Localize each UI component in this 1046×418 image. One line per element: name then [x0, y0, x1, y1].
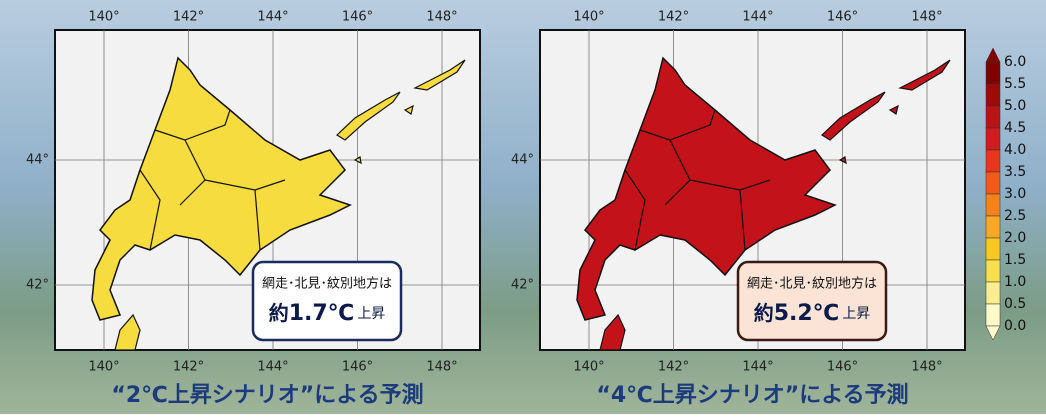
colorbar-segment: [985, 193, 1001, 217]
colorbar-label: 5.5: [1004, 76, 1026, 92]
callout-prefix: 約: [754, 301, 774, 325]
lat-tick-label: 44°: [26, 153, 49, 168]
lon-tick-label: 144°: [257, 360, 288, 375]
callout-value: 約5.2℃ 上昇: [754, 301, 871, 327]
lon-tick-label: 146°: [827, 360, 858, 375]
colorbar-arrow-bottom: [985, 325, 1001, 341]
colorbar-segment: [985, 237, 1001, 261]
maps: 140° 140° 142° 142° 144° 144° 146° 146° 148° 148°…: [26, 10, 966, 408]
lon-tick-label: 148°: [426, 360, 457, 375]
map-panel: 140° 140° 142° 142° 144° 144° 146° 146° 148° 148°…: [26, 10, 481, 408]
colorbar-label: 3.0: [1004, 186, 1026, 202]
lon-tick-label: 142°: [173, 360, 204, 375]
lon-tick-label: 142°: [173, 10, 204, 25]
callout-value: 約1.7℃ 上昇: [269, 301, 386, 327]
colorbar-segment: [985, 83, 1001, 107]
colorbar-label: 6.0: [1004, 54, 1026, 70]
colorbar-segment: [985, 105, 1001, 129]
lon-tick-label: 146°: [342, 360, 373, 375]
colorbar-label: 4.0: [1004, 142, 1026, 158]
colorbar-label: 3.5: [1004, 164, 1026, 180]
callout-prefix: 約: [269, 301, 289, 325]
map-panel: 140° 140° 142° 142° 144° 144° 146° 146° 148° 148°…: [511, 10, 966, 408]
lon-tick-label: 148°: [911, 360, 942, 375]
lon-tick-label: 140°: [88, 10, 119, 25]
caption: “2℃上昇シナリオ”による予測: [111, 383, 423, 408]
colorbar-segment: [985, 281, 1001, 305]
colorbar-label: 4.5: [1004, 120, 1026, 136]
lon-tick-label: 146°: [342, 10, 373, 25]
callout-box: [736, 260, 888, 342]
lon-tick-label: 148°: [426, 10, 457, 25]
colorbar-label: 5.0: [1004, 98, 1026, 114]
colorbar-label: 1.5: [1004, 252, 1026, 268]
lon-tick-label: 140°: [573, 360, 604, 375]
lon-tick-label: 144°: [742, 10, 773, 25]
lat-tick-label: 42°: [511, 278, 534, 293]
caption: “4℃上昇シナリオ”による予測: [596, 383, 908, 408]
lon-tick-label: 146°: [827, 10, 858, 25]
colorbar: 6.0 5.5 5.0 4.5 4.0 3.5 3.0 2.5 2.0 1.5 1.0 0.5 0.0: [985, 47, 1026, 341]
lon-tick-label: 140°: [88, 360, 119, 375]
colorbar-arrow-top: [985, 47, 1001, 63]
callout-number: 5.2℃: [774, 301, 840, 326]
colorbar-segment: [985, 127, 1001, 151]
lon-tick-label: 144°: [257, 10, 288, 25]
callout-number: 1.7℃: [289, 301, 355, 326]
callout-region: 網走･北見･紋別地方は: [262, 276, 392, 292]
lat-tick-label: 42°: [26, 278, 49, 293]
lon-tick-label: 142°: [658, 10, 689, 25]
colorbar-label: 0.0: [1004, 318, 1026, 334]
colorbar-label: 1.0: [1004, 274, 1026, 290]
colorbar-label: 2.5: [1004, 208, 1026, 224]
callout-suffix: 上昇: [842, 306, 870, 322]
colorbar-segment: [985, 149, 1001, 173]
colorbar-label: 2.0: [1004, 230, 1026, 246]
callout-region: 網走･北見･紋別地方は: [747, 276, 877, 292]
lon-tick-label: 148°: [911, 10, 942, 25]
callout-box: [251, 260, 403, 342]
lat-tick-label: 44°: [511, 153, 534, 168]
lon-tick-label: 144°: [742, 360, 773, 375]
colorbar-segment: [985, 303, 1001, 327]
lon-tick-label: 140°: [573, 10, 604, 25]
colorbar-segment: [985, 215, 1001, 239]
colorbar-segment: [985, 259, 1001, 283]
colorbar-segment: [985, 171, 1001, 195]
lon-tick-label: 142°: [658, 360, 689, 375]
colorbar-label: 0.5: [1004, 296, 1026, 312]
colorbar-segment: [985, 61, 1001, 85]
callout-suffix: 上昇: [357, 306, 385, 322]
